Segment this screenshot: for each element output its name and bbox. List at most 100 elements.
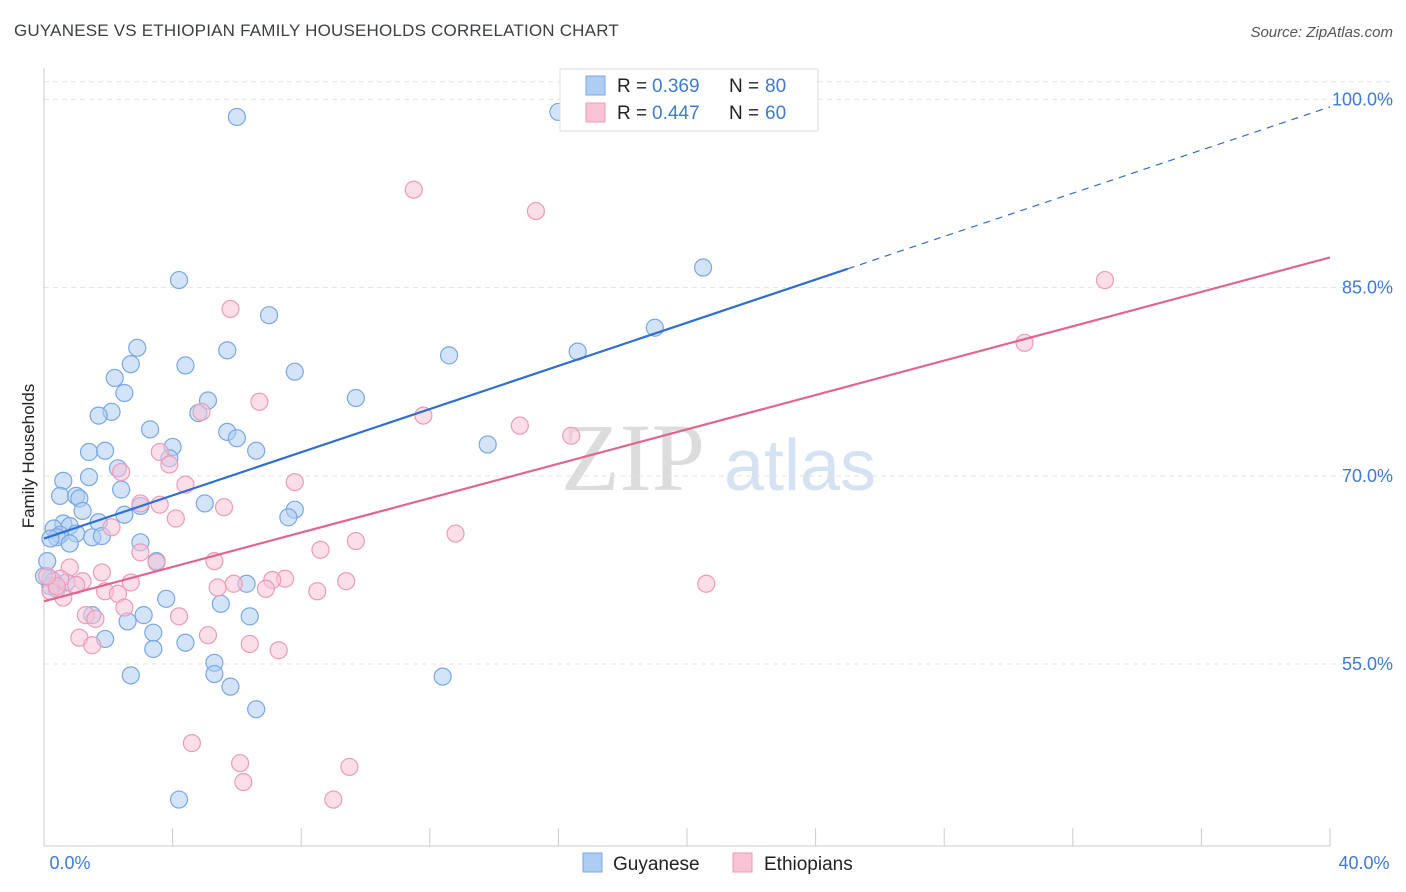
ethiopians-point-51: [231, 754, 250, 773]
ethiopians-point-38: [308, 582, 327, 601]
guyanese-point-70: [205, 664, 224, 684]
guyanese-point-14: [346, 388, 365, 408]
guyanese-point-22: [478, 435, 497, 454]
ethiopians-point-21: [346, 531, 365, 551]
guyanese-trend-line: [43, 267, 849, 540]
y-tick-label-0: 55.0%: [1342, 654, 1393, 674]
ethiopians-point-17: [214, 498, 234, 517]
ethiopians-point-50: [182, 734, 201, 753]
guyanese-point-38: [73, 501, 92, 521]
guyanese-point-62: [240, 607, 259, 626]
y-tick-label-1: 70.0%: [1342, 466, 1393, 486]
x-tick-label-max: 40.0%: [1338, 853, 1389, 873]
trend-lines: [43, 106, 1331, 603]
guyanese-point-59: [211, 594, 230, 613]
ethiopians-point-4: [221, 299, 240, 319]
guyanese-point-17: [89, 406, 108, 425]
guyanese-point-25: [95, 441, 115, 460]
ethiopians-point-23: [131, 543, 150, 562]
y-tick-label-2: 85.0%: [1342, 278, 1393, 298]
guyanese-point-6: [218, 341, 237, 360]
guyanese-point-69: [121, 666, 140, 685]
ethiopians-point-19: [102, 518, 121, 537]
ethiopians-point-34: [224, 574, 243, 593]
bottom-legend-swatch-guyanese: [582, 852, 603, 873]
series-legend: Guyanese Ethiopians: [582, 852, 853, 875]
guyanese-point-19: [140, 420, 160, 439]
x-ticks: [43, 828, 1331, 846]
bottom-legend-label-guyanese: Guyanese: [613, 854, 700, 875]
ethiopians-point-2: [1095, 270, 1115, 290]
watermark-atlas: atlas: [724, 426, 876, 506]
guyanese-point-66: [176, 633, 195, 652]
chart-title: GUYANESE VS ETHIOPIAN FAMILY HOUSEHOLDS …: [14, 21, 619, 40]
ethiopians-point-59: [38, 567, 57, 586]
ethiopians-point-27: [92, 563, 111, 582]
guyanese-point-10: [176, 356, 195, 375]
guyanese-point-0: [227, 107, 246, 127]
ethiopians-point-0: [404, 180, 423, 199]
guyanese-point-58: [157, 589, 176, 608]
guyanese-point-72: [221, 677, 240, 696]
ethiopians-point-8: [562, 426, 581, 445]
bottom-legend-label-ethiopians: Ethiopians: [764, 854, 853, 875]
ethiopians-point-30: [337, 572, 356, 591]
ethiopians-point-1: [526, 201, 545, 221]
legend-r-ethiopians: 0.447: [652, 103, 700, 124]
guyanese-point-5: [128, 338, 147, 357]
ethiopians-point-36: [208, 578, 227, 597]
guyanese-point-31: [112, 480, 131, 499]
ethiopians-point-18: [166, 509, 185, 528]
guyanese-trend-extension: [847, 106, 1331, 270]
guyanese-point-35: [195, 494, 214, 513]
ethiopians-point-9: [192, 402, 211, 421]
ethiopians-point-49: [269, 641, 288, 660]
ethiopians-point-11: [160, 455, 179, 474]
guyanese-point-2: [693, 258, 713, 277]
guyanese-point-40: [279, 508, 298, 527]
y-axis-label: Family Households: [19, 384, 38, 529]
legend-n-ethiopians: 60: [765, 103, 786, 124]
ethiopians-point-7: [510, 416, 529, 435]
y-tick-labels: 55.0% 70.0% 85.0% 100.0%: [1332, 89, 1393, 674]
ethiopians-points: [38, 180, 1115, 809]
ethiopians-point-47: [240, 634, 259, 654]
guyanese-point-64: [144, 623, 163, 642]
ethiopians-trend-line: [43, 256, 1331, 603]
ethiopians-point-44: [86, 609, 105, 628]
guyanese-point-73: [247, 700, 266, 719]
guyanese-point-13: [115, 383, 134, 403]
ethiopians-point-54: [324, 790, 343, 809]
ethiopians-point-22: [311, 540, 330, 559]
guyanese-point-61: [134, 606, 153, 625]
ethiopians-point-53: [234, 772, 253, 792]
guyanese-point-76: [38, 552, 57, 571]
ethiopians-point-43: [169, 607, 189, 626]
legend-r-label-ethiopians: R =: [617, 103, 647, 124]
guyanese-point-67: [144, 639, 163, 659]
ethiopians-point-10: [150, 442, 169, 462]
guyanese-point-71: [433, 667, 452, 686]
legend-swatch-ethiopians: [585, 102, 606, 123]
ethiopians-point-52: [340, 757, 359, 777]
ethiopians-point-55: [115, 598, 134, 617]
source-credit: Source: ZipAtlas.com: [1250, 24, 1393, 41]
ethiopians-point-24: [147, 553, 166, 572]
guyanese-point-12: [105, 368, 124, 388]
guyanese-point-26: [247, 441, 266, 460]
bottom-legend-swatch-ethiopians: [732, 852, 753, 873]
guyanese-point-24: [79, 442, 99, 462]
ethiopians-point-5: [250, 392, 269, 411]
guyanese-point-32: [50, 486, 70, 505]
legend-n-label-guyanese: N =: [729, 76, 759, 97]
y-tick-label-3: 100.0%: [1332, 89, 1393, 109]
guyanese-point-51: [60, 534, 79, 553]
legend-r-label-guyanese: R =: [617, 76, 647, 97]
ethiopians-point-6: [414, 406, 433, 425]
guyanese-point-9: [121, 355, 140, 374]
ethiopians-point-20: [446, 524, 465, 543]
legend-r-guyanese: 0.369: [652, 76, 700, 97]
guyanese-point-7: [439, 346, 459, 365]
ethiopians-point-48: [83, 636, 102, 655]
